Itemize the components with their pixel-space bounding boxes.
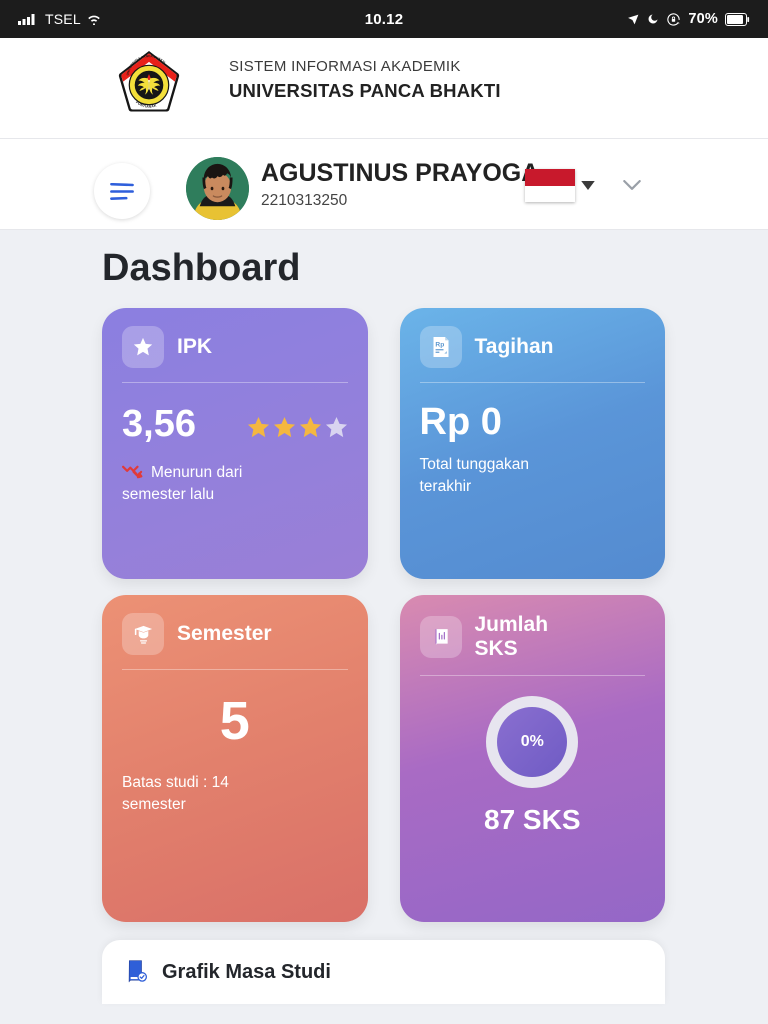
svg-text:Rp: Rp xyxy=(435,342,444,349)
